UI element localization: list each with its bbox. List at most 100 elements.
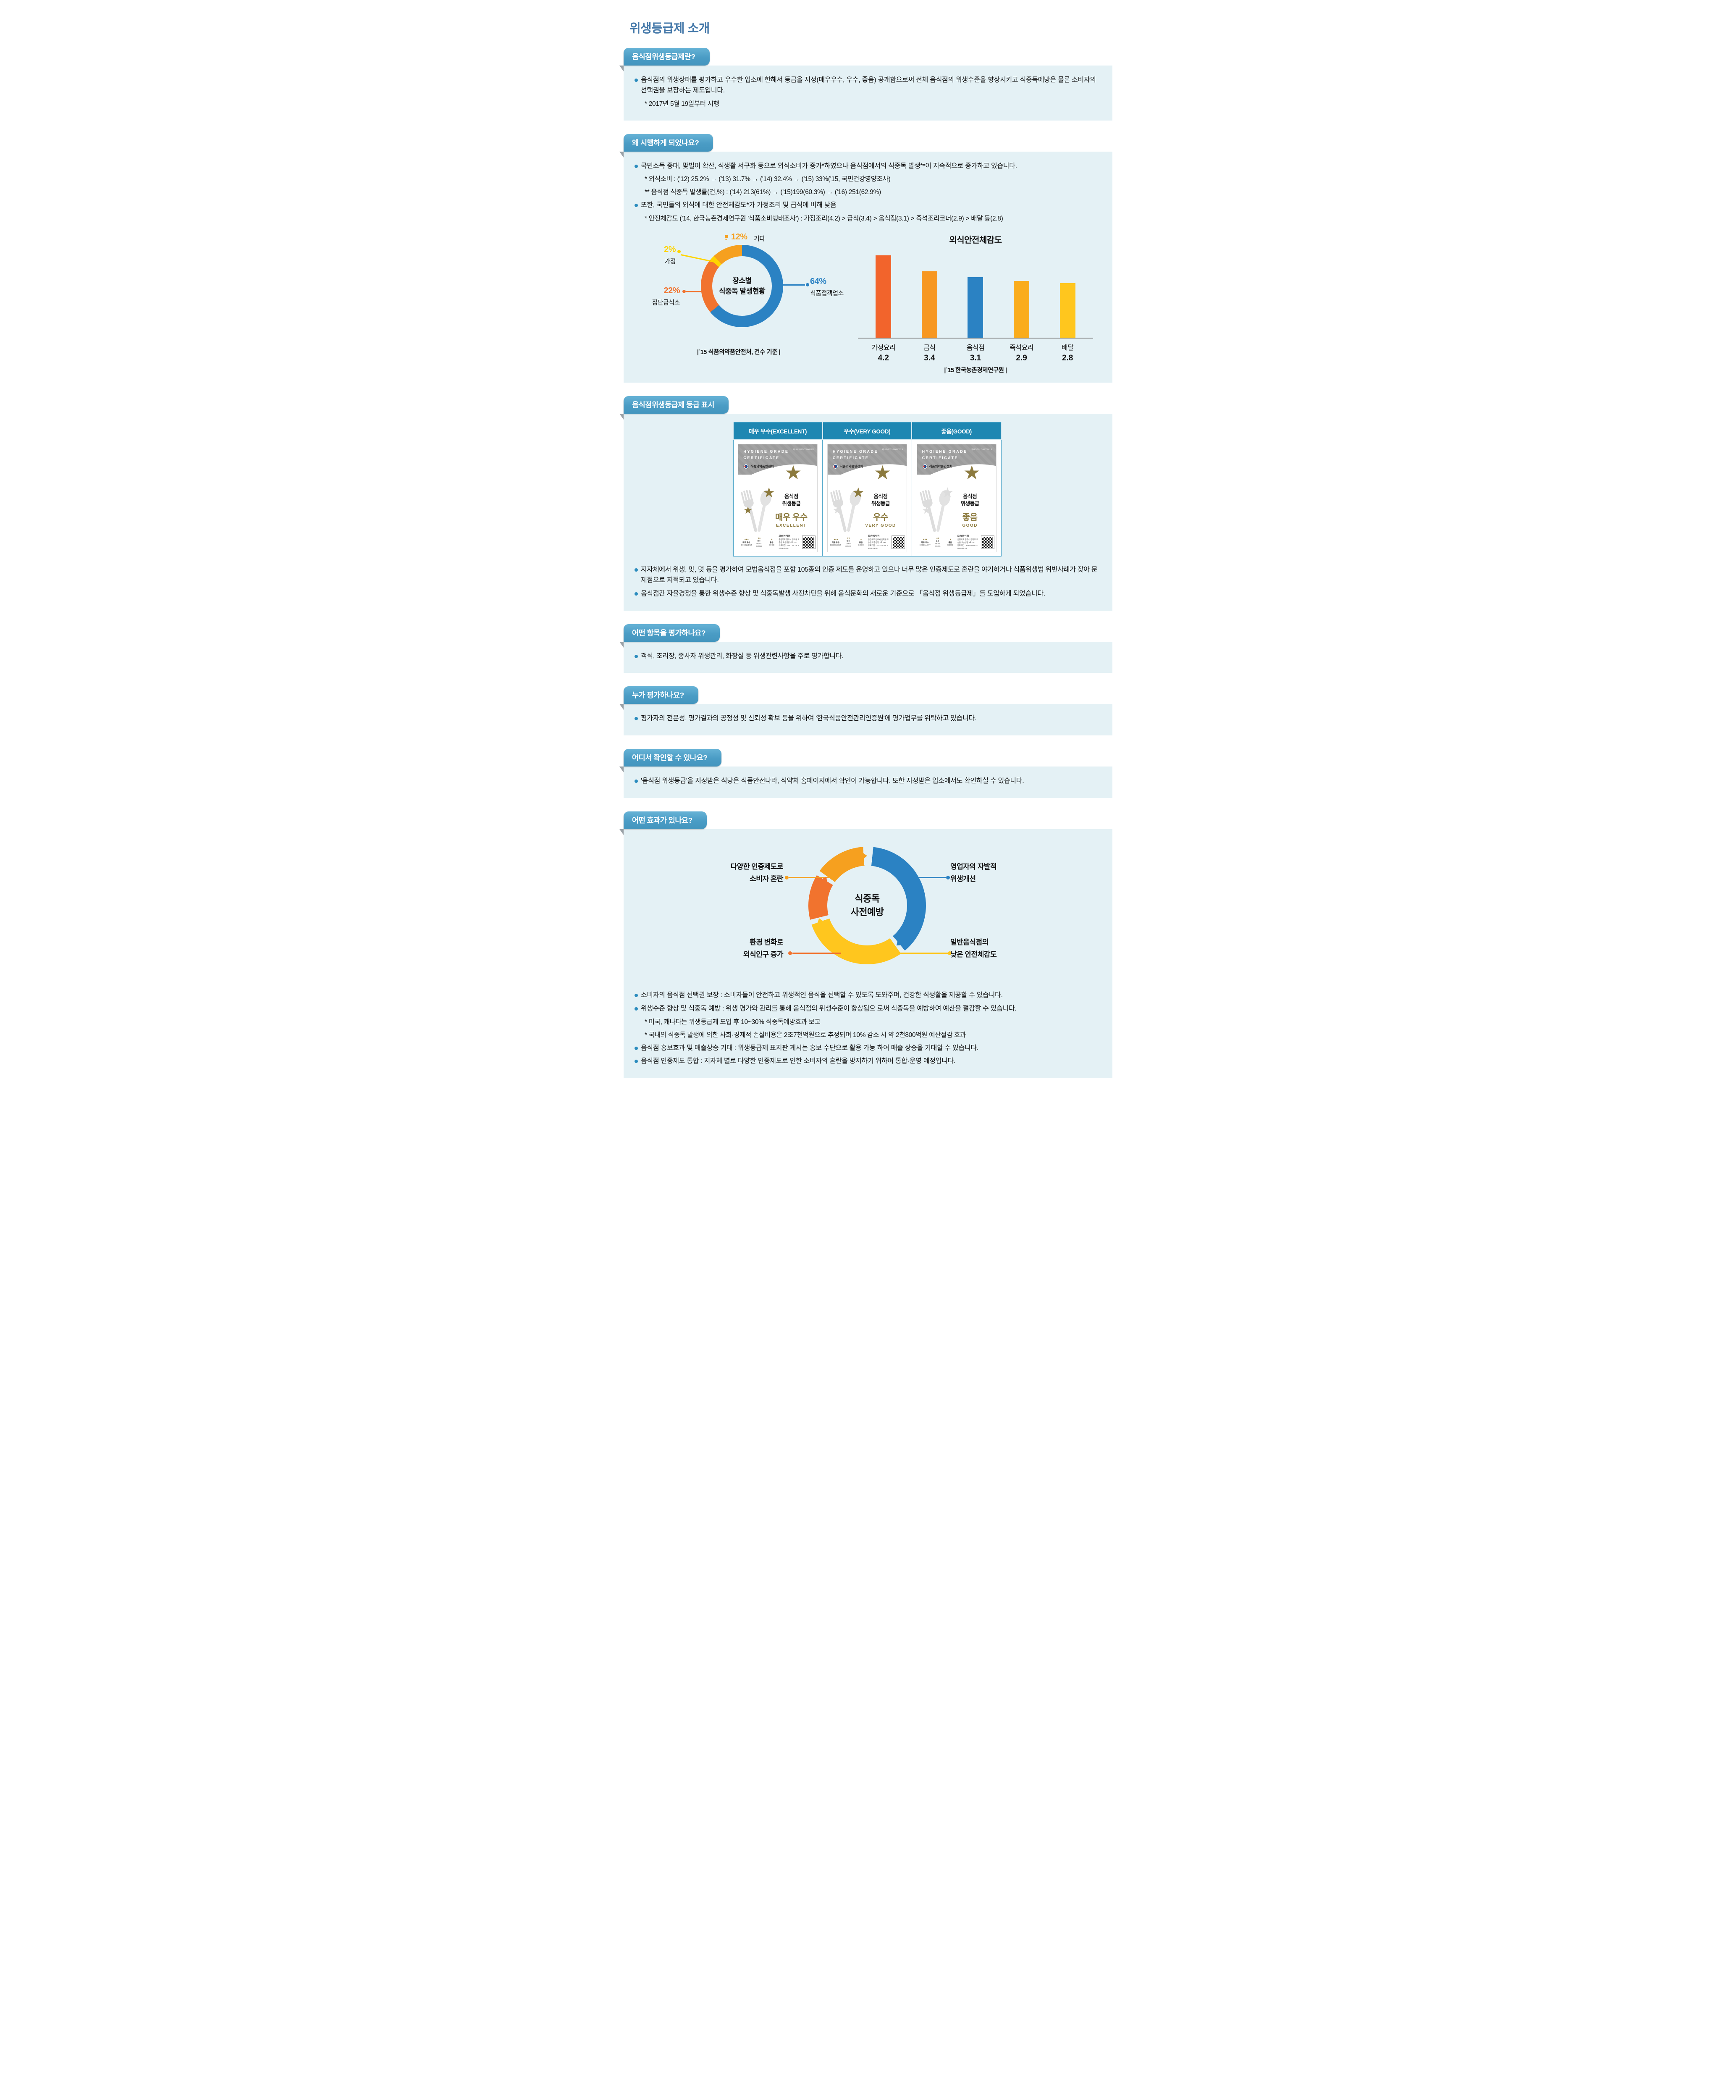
certificate-title: HYGIENE GRADE CERTIFICATE [743,449,789,461]
mini-grade-stars: ★★ [757,537,761,540]
donut-callout-dot [725,235,728,239]
shop-address: 충청북도 청주시 흥덕구 오송읍 오송생명 2로 187 [779,538,800,543]
hygiene-grade-label: 위생등급 [960,501,980,507]
mini-grade-kr: 우수 [757,540,761,542]
grade-column-header: 매우 우수(EXCELLENT) [733,422,823,441]
certificate-number: 제HG-2017-0000001호 [971,449,993,452]
shop-name: 오송음식점 [957,535,969,538]
cycle-label-line: 일반음식점의 [950,938,989,947]
mini-grade: ★★★ 매우 우수 EXCELLENT [920,538,931,546]
certificate-title-line: CERTIFICATE [922,455,958,460]
hygiene-grade-certificate: HYGIENE GRADE CERTIFICATE 제HG-2017-0000001… [738,444,818,553]
mini-grade-stars: ★ [860,538,862,541]
certificate-title: HYGIENE GRADE CERTIFICATE [833,449,878,461]
bullet-line: 객석, 조리장, 종사자 위생관리, 화장실 등 위생관련사항을 주로 평가합니… [634,651,1101,662]
certificate-footer: ★★★ 매우 우수 EXCELLENT ★★ 우수 VERY GOOD ★ 좋음 GOOD 오송음… [741,535,816,550]
section-where: 어디서 확인할 수 있나요? '음식점 위생등급'을 지정받은 식당은 식품안전… [619,749,1112,798]
certificate-title-line: CERTIFICATE [832,455,869,460]
page-title: 위생등급제 소개 [629,22,710,35]
donut-slice-label: 기타 [754,235,765,243]
donut-slice-value: 22% [663,286,680,296]
bullet-line: 음식점간 자율경쟁을 통한 위생수준 향상 및 식중독발생 사전차단을 위해 음… [634,589,1101,599]
bullet-line: 국민소득 증대, 맞벌이 확산, 식생활 서구화 등으로 외식소비가 증가*하였… [634,161,1101,172]
bar-value-label: 2.9 [1016,354,1027,363]
mini-grade-en: EXCELLENT [919,543,931,546]
section-items: 어떤 항목을 평가하나요? 객석, 조리장, 종사자 위생관리, 화장실 등 위… [619,624,1112,673]
donut-slice-label: 식품접객업소 [810,290,844,297]
star-icon: ★ [941,485,954,501]
grade-column-header: 좋음(GOOD) [911,422,1002,441]
grade-name-english: EXCELLENT [776,523,807,528]
cycle-label-line: 위생개선 [950,874,976,883]
certificate-title: HYGIENE GRADE CERTIFICATE [922,449,968,461]
mini-grade: ★ 좋음 GOOD [945,538,956,546]
food-poisoning-by-place-donut-chart: 장소별 식중독 발생현황 64% 식품접객업소 22% 집단급식소 2% 가정 12% 기타 |`… [634,232,844,356]
donut-slice-value: 64% [810,277,826,286]
cycle-label-line: 외식인구 증가 [743,950,784,958]
bullet-line: 음식점 인증제도 통합 : 지자체 별로 다양한 인증제도로 인한 소비자의 혼… [634,1056,1101,1067]
bullet-line: 음식점의 위생상태를 평가하고 우수한 업소에 한해서 등급을 지정(매우우수,… [634,75,1101,96]
mini-grade-en: VERY GOOD [756,542,762,547]
hygiene-grade-certificate: HYGIENE GRADE CERTIFICATE 제HG-2017-0000001… [916,444,996,553]
section-where-panel: '음식점 위생등급'을 지정받은 식당은 식품안전나라, 식약처 홈페이지에서 … [624,766,1112,798]
hygiene-grade-label: 위생등급 [782,501,801,507]
cycle-label-line: 환경 변화로 [750,938,783,947]
mini-grade: ★ 좋음 GOOD [766,538,777,546]
fork-and-spoon-icon [740,488,773,537]
qr-code [891,536,905,549]
bar-value-label: 4.2 [878,354,889,363]
grade-text-block: 음식점 위생등급 좋음 GOOD [947,493,993,528]
section-what-tab: 음식점위생등급제란? [619,48,710,71]
donut-callout-dot [806,283,809,287]
mini-grade: ★★ 우수 VERY GOOD [932,537,943,548]
bullet-line: 평가자의 전문성, 평가결과의 공정성 및 신뢰성 확보 등을 위하여 '한국식… [634,714,1101,724]
bar-배달 [1059,283,1075,338]
note-line: * 안전체감도 ('14, 한국농촌경제연구원 '식품소비행태조사') : 가정… [645,215,1003,223]
note-line: ** 음식점 식중독 발생률(건,%) : ('14) 213(61%) → (… [645,189,881,196]
note-line: * 국내의 식중독 발생에 의한 사회·경제적 손실비용은 2조7천억원으로 추… [645,1031,966,1039]
bar-category-label: 음식점 [966,344,985,352]
donut-center-line: 장소별 [732,276,752,285]
section-who-tab: 누가 평가하나요? [619,686,698,710]
mini-grade-en: GOOD [858,543,864,546]
donut-callout-line [725,239,727,240]
note-line: * 외식소비 : ('12) 25.2% → ('13) 31.7% → ('1… [645,176,891,183]
mini-grade-en: VERY GOOD [845,542,851,547]
donut-callout-dot [682,290,686,294]
section-effects-panel: 식중독 사전예방 다양한 인증제도로 소비자 혼란 영업자의 자발적 위생개선 환경 변화로… [624,829,1112,1079]
cycle-label-line: 다양한 인증제도로 [730,863,784,871]
mini-grade-kr: 좋음 [859,541,863,543]
mini-grade-stars: ★★ [847,537,850,540]
bar-chart-title: 외식안전체감도 [949,236,1002,245]
grade-text-block: 음식점 위생등급 우수 VERY GOOD [858,493,903,528]
grade-certificate-cell: HYGIENE GRADE CERTIFICATE 제HG-2017-0000001… [911,439,1002,557]
grade-column-header: 우수(VERY GOOD) [822,422,913,441]
bar-category-label: 배달 [1061,344,1074,352]
hygiene-grade-label: 위생등급 [871,501,890,507]
star-icon: ★ [963,462,981,484]
bar-chart-source-caption: |`15 한국농촌경제연구원 | [944,367,1007,374]
donut-chart-source-caption: |`15 식품의약품안전처, 건수 기준 | [697,349,781,356]
grade-certificates-table: 매우 우수(EXCELLENT) 우수(VERY GOOD) 좋음(GOOD) HY… [733,422,1002,557]
star-icon: ★ [922,505,931,517]
certificate-agency-name: 식품의약품안전처 [929,465,952,469]
certificate-agency: 식품의약품안전처 [832,464,863,470]
fork-and-spoon-icon [919,488,952,537]
donut-slice-label: 집단급식소 [652,299,680,307]
section-where-lines: '음식점 위생등급'을 지정받은 식당은 식품안전나라, 식약처 홈페이지에서 … [634,776,1101,787]
mfds-logo-icon [922,464,928,470]
star-icon: ★ [852,485,865,501]
mini-grade: ★★★ 매우 우수 EXCELLENT [741,538,752,546]
bar-급식 [921,271,937,338]
cycle-connector-line [894,953,948,954]
charts-row: 장소별 식중독 발생현황 64% 식품접객업소 22% 집단급식소 2% 가정 12% 기타 |`… [634,232,1101,374]
donut-slice-value: 2% [664,245,676,255]
bar-chart-canvas [858,249,1093,339]
grade-name-english: GOOD [962,523,978,528]
mini-grade-stars: ★★ [936,537,939,540]
section-what-panel: 음식점의 위생상태를 평가하고 우수한 업소에 한해서 등급을 지정(매우우수,… [624,66,1112,121]
section-why-lines: 국민소득 증대, 맞벌이 확산, 식생활 서구화 등으로 외식소비가 증가*하였… [634,161,1101,224]
donut-callout-dot [677,250,681,254]
section-who-panel: 평가자의 전문성, 평가결과의 공정성 및 신뢰성 확보 등을 위하여 '한국식… [624,704,1112,736]
star-icon: ★ [873,462,892,484]
